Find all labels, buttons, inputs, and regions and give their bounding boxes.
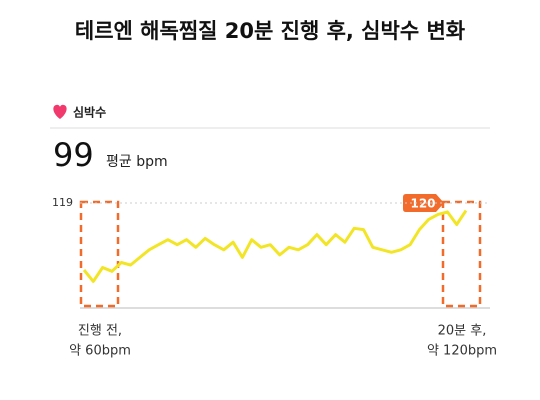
after-label: 약 120bpm [427,344,497,359]
after-label: 20분 후, [438,324,487,339]
y-tick-label: 119 [52,196,73,209]
before-label: 진행 전, [78,323,122,339]
line [82,209,468,283]
chart-title: 테르엔 해독찜질 20분 진행 후, 심박수 변화 [75,19,466,43]
callout-label: 120 [410,197,435,211]
callout-box [403,194,444,212]
before-label: 약 60bpm [69,344,131,359]
after-box [441,200,482,308]
before-box [79,200,120,308]
summary-label: 심박수 [73,105,106,120]
summary-unit: 평균 bpm [106,154,168,170]
summary-value: 99 [53,136,94,174]
heart-icon [53,104,67,119]
